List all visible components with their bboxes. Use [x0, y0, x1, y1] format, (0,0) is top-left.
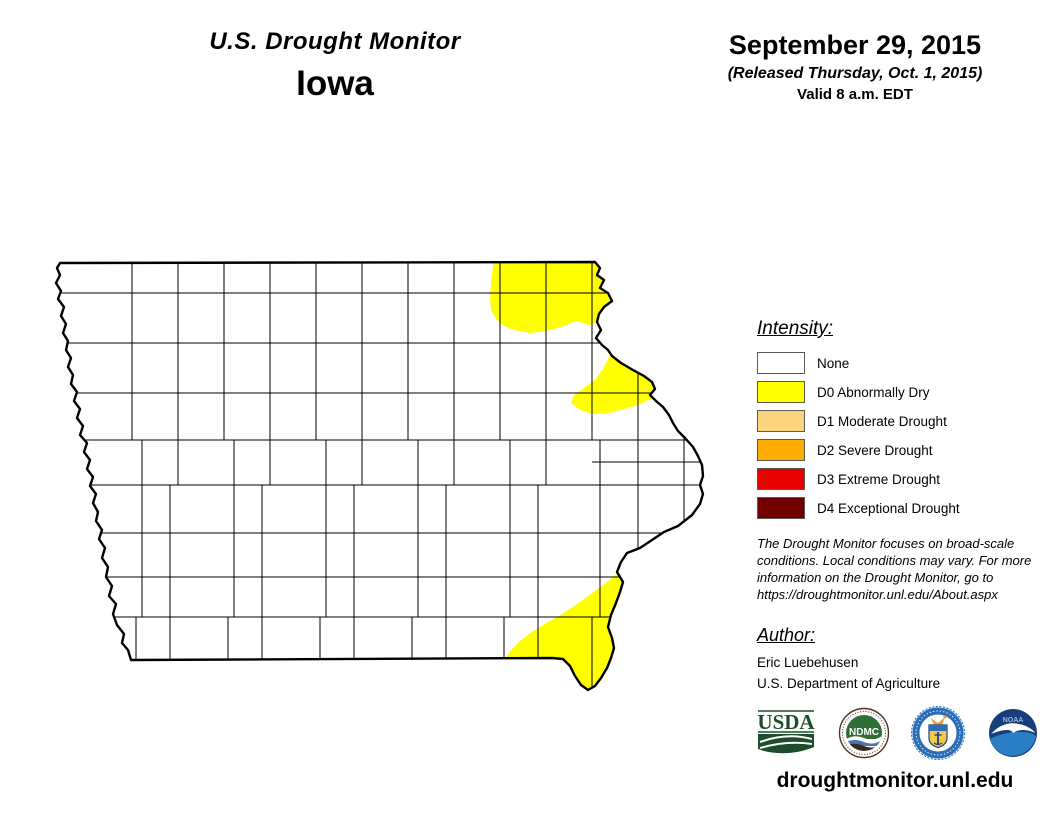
legend-swatch-d2 — [757, 439, 805, 461]
legend-label: D0 Abnormally Dry — [817, 384, 930, 400]
agency-logos: USDA NDMC — [755, 705, 1039, 761]
iowa-drought-map — [40, 245, 720, 705]
legend-swatch-none — [757, 352, 805, 374]
intensity-heading: Intensity: — [757, 318, 834, 339]
legend-item-d2: D2 Severe Drought — [757, 439, 1049, 461]
legend-label: D3 Extreme Drought — [817, 471, 941, 487]
iowa-map-svg — [54, 260, 705, 692]
valid-time: Valid 8 a.m. EDT — [797, 86, 913, 103]
released-date: (Released Thursday, Oct. 1, 2015) — [727, 65, 983, 82]
legend-label: D1 Moderate Drought — [817, 413, 947, 429]
commerce-seal — [911, 706, 966, 760]
legend-label: D2 Severe Drought — [817, 442, 933, 458]
noaa-logo: NOAA — [988, 709, 1037, 757]
legend-swatch-d0 — [757, 381, 805, 403]
report-title: U.S. Drought Monitor — [209, 28, 461, 55]
state-name-title: Iowa — [296, 64, 374, 103]
ndmc-logo-text: NDMC — [849, 727, 879, 738]
map-date: September 29, 2015 — [728, 30, 982, 60]
d0-area-northeast — [490, 262, 630, 333]
legend-swatch-d4 — [757, 497, 805, 519]
legend-item-none: None — [757, 352, 1049, 374]
legend-label: D4 Exceptional Drought — [817, 500, 960, 516]
legend-swatch-d1 — [757, 410, 805, 432]
legend-item-d0: D0 Abnormally Dry — [757, 381, 1049, 403]
footer-url: droughtmonitor.unl.edu — [776, 769, 1014, 792]
legend-item-d3: D3 Extreme Drought — [757, 468, 1049, 490]
noaa-logo-text: NOAA — [1003, 717, 1024, 724]
usda-logo-text: USDA — [757, 710, 815, 734]
usda-logo: USDA — [757, 710, 815, 754]
title-block: U.S. Drought Monitor Iowa — [150, 28, 520, 104]
legend-label: None — [817, 355, 850, 371]
author-name: Eric Luebehusen — [757, 654, 859, 670]
info-panel: Intensity: None D0 Abnormally Dry D1 Mod… — [757, 318, 1049, 691]
state-outline — [54, 260, 705, 692]
author-org: U.S. Department of Agriculture — [757, 675, 941, 691]
author-heading: Author: — [757, 624, 816, 645]
date-block: September 29, 2015 (Released Thursday, O… — [700, 30, 1010, 103]
legend-swatch-d3 — [757, 468, 805, 490]
legend-item-d4: D4 Exceptional Drought — [757, 497, 1049, 519]
county-boundaries — [56, 263, 703, 690]
disclaimer-text: The Drought Monitor focuses on broad-sca… — [757, 536, 1032, 602]
state-fill — [56, 262, 703, 690]
legend-item-d1: D1 Moderate Drought — [757, 410, 1049, 432]
ndmc-logo: NDMC — [838, 707, 889, 759]
